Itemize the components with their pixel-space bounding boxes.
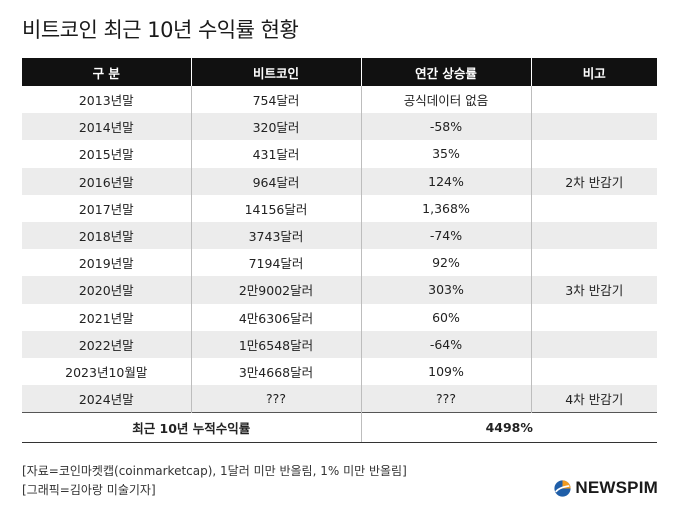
- cell-year: 2017년말: [22, 194, 191, 222]
- table-row: 2020년말 2만9002달러 303% 3차 반감기: [22, 276, 657, 304]
- cell-year: 2013년말: [22, 86, 191, 114]
- cell-year: 2023년10월말: [22, 357, 191, 386]
- cell-year: 2022년말: [22, 330, 191, 358]
- total-row: 최근 10년 누적수익률 4498%: [22, 411, 657, 443]
- cell-price: 2만9002달러: [190, 276, 361, 304]
- footnotes: [자료=코인마켓캡(coinmarketcap), 1달러 미만 반올림, 1%…: [22, 462, 407, 500]
- cell-price: 7194달러: [190, 249, 361, 277]
- cell-rate: 109%: [360, 357, 531, 386]
- header-annual-rate: 연간 상승률: [360, 58, 531, 86]
- cell-rate: ???: [360, 385, 531, 413]
- table-row: 2016년말 964달러 124% 2차 반감기: [22, 167, 657, 195]
- table-row: 2017년말 14156달러 1,368%: [22, 194, 657, 222]
- cell-price: 754달러: [190, 86, 361, 114]
- header-note: 비고: [530, 58, 657, 86]
- header-category: 구 분: [22, 58, 191, 86]
- cell-note: [530, 303, 657, 331]
- cell-note: 4차 반감기: [530, 385, 657, 413]
- table-row: 2013년말 754달러 공식데이터 없음: [22, 86, 657, 114]
- cell-note: [530, 194, 657, 222]
- cell-year: 2019년말: [22, 249, 191, 277]
- cell-note: [530, 330, 657, 358]
- header-bitcoin: 비트코인: [190, 58, 361, 86]
- cell-rate: 60%: [360, 303, 531, 331]
- total-label: 최근 10년 누적수익률: [22, 411, 361, 443]
- cell-price: 1만6548달러: [190, 330, 361, 358]
- newspim-logo: NEWSPIM: [554, 478, 658, 498]
- cell-year: 2016년말: [22, 167, 191, 195]
- cell-note: 2차 반감기: [530, 167, 657, 195]
- table-row: 2024년말?????? 4차 반감기: [22, 385, 657, 413]
- cell-year: 2014년말: [22, 113, 191, 141]
- cell-note: [530, 221, 657, 250]
- cell-rate: 303%: [360, 276, 531, 304]
- cell-price: 14156달러: [190, 194, 361, 222]
- cell-price: 3만4668달러: [190, 357, 361, 386]
- cell-rate: -64%: [360, 330, 531, 358]
- table-row: 2021년말 4만6306달러 60%: [22, 303, 657, 331]
- logo-text: NEWSPIM: [575, 478, 658, 497]
- cell-price: 4만6306달러: [190, 303, 361, 331]
- source-note: [자료=코인마켓캡(coinmarketcap), 1달러 미만 반올림, 1%…: [22, 464, 407, 478]
- cell-rate: -58%: [360, 113, 531, 141]
- cell-note: 3차 반감기: [530, 276, 657, 304]
- cell-rate: 124%: [360, 167, 531, 195]
- table-row: 2023년10월말 3만4668달러 109%: [22, 357, 657, 386]
- cell-price: 3743달러: [190, 221, 361, 250]
- cell-year: 2018년말: [22, 221, 191, 250]
- cell-rate: -74%: [360, 221, 531, 250]
- cell-note: [530, 357, 657, 386]
- cell-rate: 1,368%: [360, 194, 531, 222]
- table-row: 2022년말 1만6548달러 -64%: [22, 330, 657, 358]
- page-title: 비트코인 최근 10년 수익률 현황: [22, 18, 299, 42]
- graphic-credit: [그래픽=김아랑 미술기자]: [22, 483, 156, 497]
- cell-rate: 공식데이터 없음: [360, 86, 531, 114]
- cell-note: [530, 113, 657, 141]
- table-row: 2014년말 320달러 -58%: [22, 113, 657, 141]
- cell-year: 2020년말: [22, 276, 191, 304]
- newspim-logo-icon: [554, 479, 571, 497]
- table-row: 2015년말 431달러 35%: [22, 140, 657, 168]
- cell-year: 2015년말: [22, 140, 191, 168]
- cell-year: 2024년말: [22, 385, 191, 413]
- cell-note: [530, 86, 657, 114]
- cell-price: 964달러: [190, 167, 361, 195]
- table-row: 2019년말 7194달러 92%: [22, 249, 657, 277]
- cell-price: 431달러: [190, 140, 361, 168]
- cell-note: [530, 249, 657, 277]
- cell-price: 320달러: [190, 113, 361, 141]
- cell-year: 2021년말: [22, 303, 191, 331]
- cell-rate: 35%: [360, 140, 531, 168]
- table-row: 2018년말 3743달러 -74%: [22, 221, 657, 250]
- cell-rate: 92%: [360, 249, 531, 277]
- table-header-row: 구 분 비트코인 연간 상승률 비고: [22, 58, 657, 86]
- cell-price: ???: [190, 385, 361, 413]
- cell-note: [530, 140, 657, 168]
- total-value: 4498%: [360, 411, 657, 443]
- returns-table: 구 분 비트코인 연간 상승률 비고 2013년말 754달러 공식데이터 없음 20…: [22, 58, 657, 443]
